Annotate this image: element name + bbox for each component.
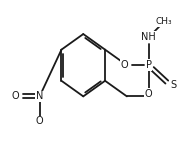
Text: O: O [36, 116, 43, 126]
Text: O: O [145, 89, 152, 99]
Text: P: P [146, 60, 152, 70]
Text: O: O [121, 60, 128, 70]
Text: N: N [36, 91, 43, 101]
Text: O: O [11, 91, 19, 101]
Text: CH₃: CH₃ [156, 17, 173, 26]
Text: NH: NH [141, 32, 156, 42]
Text: S: S [170, 80, 176, 91]
